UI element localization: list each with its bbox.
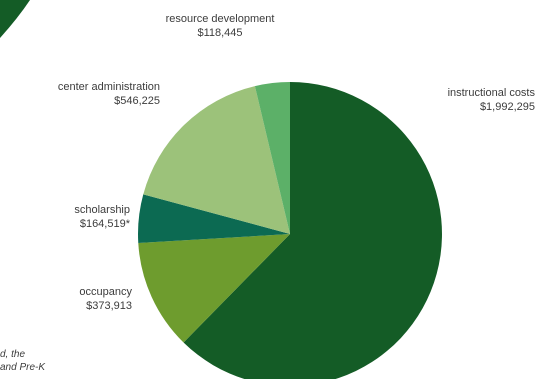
pie-slice-center-administration	[143, 86, 290, 234]
slice-value: $1,992,295	[479, 101, 535, 113]
label-center-administration: center administration $546,225	[0, 80, 160, 108]
slice-value: $164,519*	[79, 218, 130, 230]
pie-slice-resource-development	[254, 82, 290, 234]
slice-name: occupancy	[79, 286, 132, 298]
pie-slice-scholarship	[137, 194, 290, 244]
slice-value: $118,445	[197, 27, 243, 39]
slice-name: instructional costs	[447, 87, 535, 99]
footnote-line1: d, the	[0, 349, 26, 360]
slice-name: resource development	[165, 13, 275, 25]
label-instructional-costs: instructional costs $1,992,295	[360, 86, 535, 114]
corner-decoration	[0, 0, 30, 38]
footnote-line2: and Pre-K	[0, 362, 46, 373]
label-resource-development: resource development $118,445	[140, 12, 300, 40]
label-scholarship: scholarship $164,519*	[0, 203, 130, 231]
pie-slice-instructional-costs	[183, 82, 442, 379]
slice-name: center administration	[57, 81, 160, 93]
slice-value: $546,225	[114, 95, 160, 107]
slice-name: scholarship	[74, 204, 130, 216]
footnote: d, the and Pre-K	[0, 348, 45, 374]
slice-value: $373,913	[86, 300, 132, 312]
label-occupancy: occupancy $373,913	[0, 285, 132, 313]
pie-slice-occupancy	[138, 234, 290, 343]
